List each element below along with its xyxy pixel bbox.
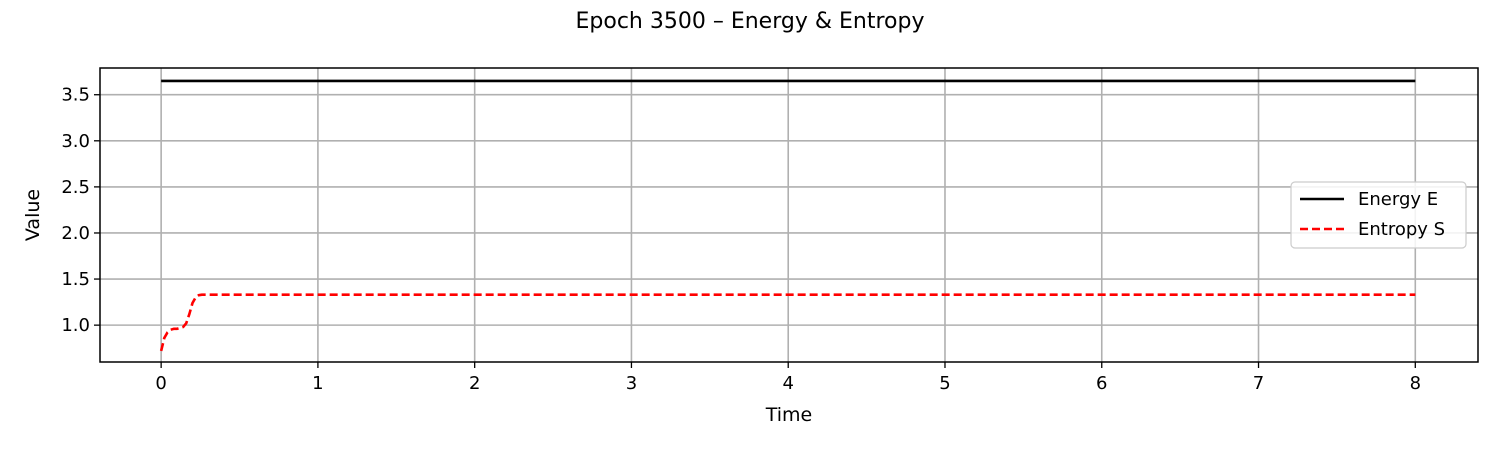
- plot-frame: [99, 67, 1479, 363]
- x-tick-label: 8: [1410, 373, 1421, 394]
- x-tick-label: 1: [312, 373, 323, 394]
- x-tick-label: 3: [626, 373, 637, 394]
- series-line-entropy: [159, 293, 1416, 352]
- y-tick-label: 1.5: [61, 269, 90, 290]
- series-layer: [159, 79, 1416, 352]
- tick-layer: 0 1 2 3 4 5 6 7 8 1.0 1.5 2.0 2.5 3.0 3.5: [61, 85, 1421, 394]
- grid-layer: [100, 68, 1478, 362]
- y-tick-label: 2.0: [61, 223, 90, 244]
- y-tick-label: 2.5: [61, 177, 90, 198]
- legend-label: Entropy S: [1358, 219, 1445, 240]
- legend-label: Energy E: [1358, 189, 1438, 210]
- x-axis-label: Time: [765, 404, 813, 426]
- chart-title: Epoch 3500 – Energy & Entropy: [576, 9, 925, 34]
- x-tick-label: 5: [939, 373, 950, 394]
- legend: Energy E Entropy S: [1290, 181, 1467, 249]
- x-tick-label: 6: [1096, 373, 1107, 394]
- y-tick-label: 3.0: [61, 131, 90, 152]
- y-axis-label: Value: [22, 189, 44, 241]
- y-tick-label: 1.0: [61, 315, 90, 336]
- x-tick-label: 4: [782, 373, 793, 394]
- x-tick-label: 7: [1253, 373, 1264, 394]
- x-tick-label: 2: [469, 373, 480, 394]
- y-tick-label: 3.5: [61, 85, 90, 106]
- x-tick-label: 0: [155, 373, 166, 394]
